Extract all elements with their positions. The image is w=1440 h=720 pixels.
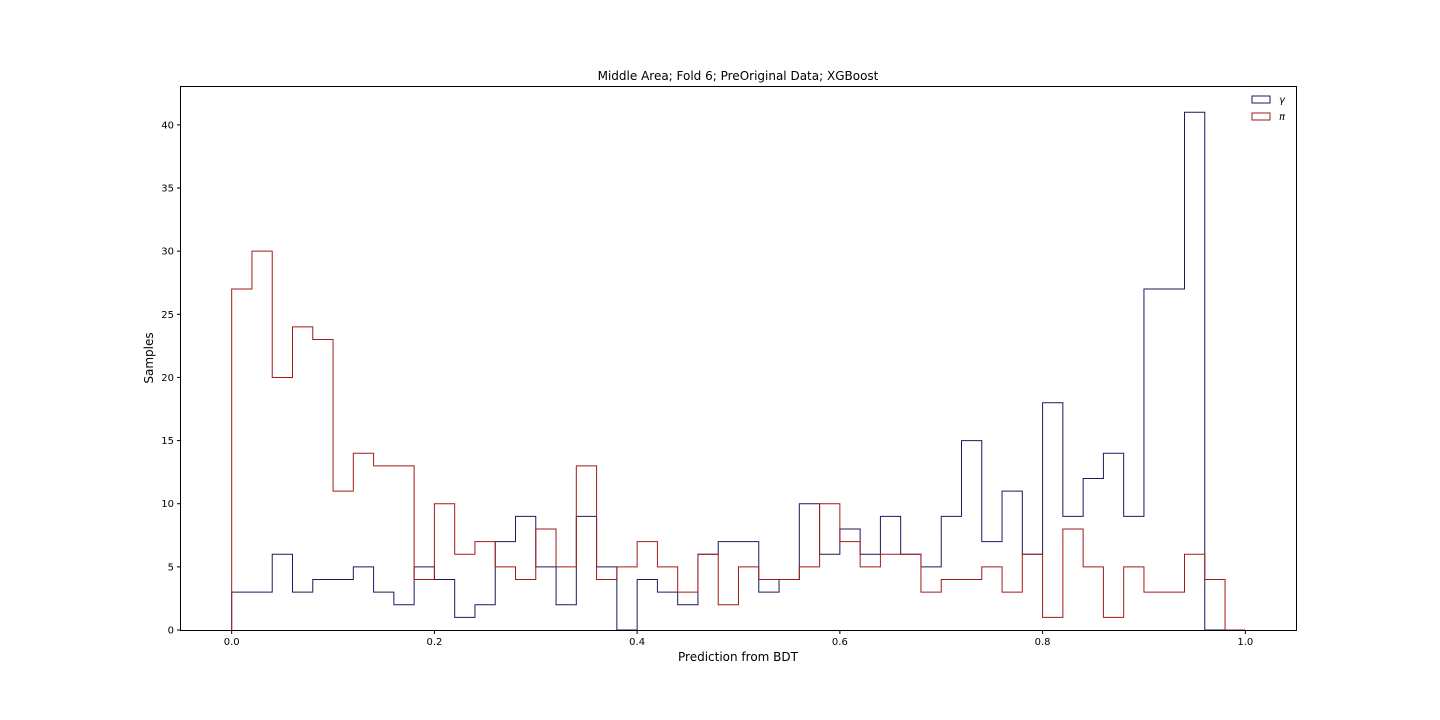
series-layer (231, 111, 1246, 631)
x-tick-label: 0.4 (629, 637, 645, 648)
y-tick-label: 30 (161, 247, 174, 258)
y-tick-label: 15 (161, 436, 174, 447)
legend-swatch-pi (1251, 112, 1271, 121)
x-tick-label: 0.0 (224, 637, 240, 648)
x-axis-label: Prediction from BDT (678, 650, 799, 664)
y-tick-label: 0 (168, 626, 174, 637)
y-tick-label: 40 (161, 120, 174, 131)
chart-title: Middle Area; Fold 6; PreOriginal Data; X… (598, 69, 879, 83)
y-tick-label: 10 (161, 499, 174, 510)
y-axis-label: Samples (142, 332, 156, 383)
y-tick-label: 20 (161, 373, 174, 384)
y-axis-ticks: 0 5 10 15 20 25 30 35 40 (161, 120, 181, 637)
y-tick-label: 35 (161, 184, 174, 195)
legend-label-pi: π (1279, 112, 1286, 123)
plot-area-frame (180, 86, 1297, 631)
x-tick-label: 0.2 (426, 637, 442, 648)
legend: γπ (1251, 95, 1286, 123)
legend-swatch-gamma (1251, 95, 1271, 104)
x-tick-label: 0.6 (832, 637, 848, 648)
x-tick-label: 0.8 (1035, 637, 1051, 648)
x-axis-ticks: 0.0 0.2 0.4 0.6 0.8 1.0 (224, 630, 1253, 648)
y-tick-label: 25 (161, 310, 174, 321)
series-line-pi (231, 250, 1246, 631)
legend-label-gamma: γ (1279, 95, 1286, 106)
y-tick-label: 5 (168, 562, 174, 573)
x-tick-label: 1.0 (1237, 637, 1253, 648)
series-line-gamma (231, 111, 1246, 631)
